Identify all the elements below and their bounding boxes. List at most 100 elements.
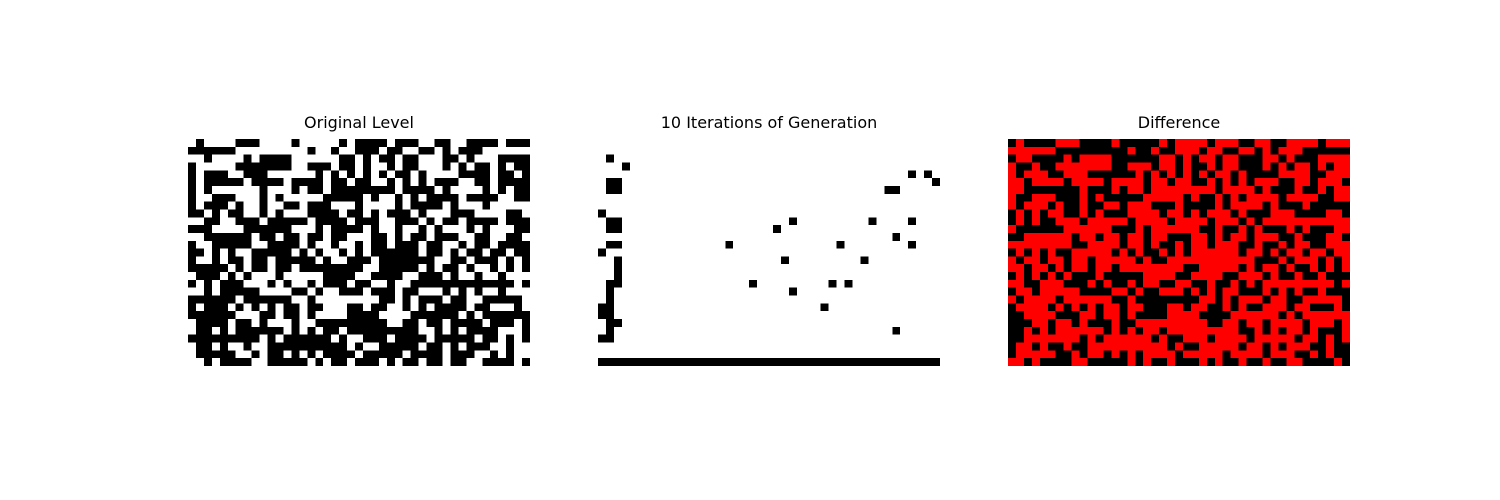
heatmap-cell	[299, 225, 308, 234]
heatmap-cell	[426, 217, 435, 226]
heatmap-cell	[227, 185, 237, 195]
heatmap-cell	[741, 342, 750, 351]
heatmap-cell	[701, 154, 710, 163]
heatmap-cell	[1111, 201, 1120, 210]
heatmap-cell	[693, 272, 702, 281]
heatmap-cell	[804, 146, 814, 156]
heatmap-cell	[900, 154, 909, 163]
heatmap-cell	[299, 240, 308, 249]
heatmap-cell	[1151, 170, 1160, 179]
heatmap-cell	[227, 178, 237, 187]
heatmap-cell	[1318, 358, 1327, 366]
heatmap-cell	[868, 139, 877, 148]
heatmap-cell	[291, 342, 300, 351]
heatmap-cell	[916, 279, 925, 289]
heatmap-cell	[458, 358, 467, 366]
heatmap-cell	[1318, 154, 1327, 163]
heatmap-cell	[1294, 319, 1303, 328]
heatmap-cell	[482, 139, 491, 148]
heatmap-cell	[1119, 248, 1128, 257]
heatmap-cell	[693, 248, 702, 257]
heatmap-cell	[1222, 240, 1232, 249]
heatmap-cell	[645, 185, 655, 195]
heatmap-cell	[1190, 319, 1200, 328]
heatmap-cell	[1254, 146, 1263, 156]
heatmap-cell	[1198, 139, 1208, 148]
heatmap-cell	[1230, 170, 1240, 179]
heatmap-cell	[362, 185, 372, 195]
heatmap-cell	[323, 334, 332, 343]
heatmap-cell	[892, 358, 901, 366]
heatmap-cell	[1254, 185, 1263, 195]
heatmap-cell	[188, 170, 197, 179]
heatmap-cell	[908, 225, 917, 234]
heatmap-cell	[251, 154, 260, 163]
heatmap-cell	[605, 209, 615, 218]
heatmap-cell	[211, 256, 221, 265]
heatmap-cell	[1182, 209, 1192, 218]
heatmap-cell	[876, 217, 885, 226]
heatmap-cell	[621, 185, 631, 195]
heatmap-cell	[482, 240, 491, 249]
heatmap-cell	[283, 217, 292, 226]
heatmap-cell	[677, 146, 686, 156]
heatmap-cell	[884, 279, 893, 289]
heatmap-cell	[1342, 350, 1350, 359]
heatmap-cell	[900, 139, 909, 148]
heatmap-cell	[323, 272, 332, 281]
heatmap-cell	[235, 342, 245, 351]
heatmap-cell	[203, 264, 213, 273]
heatmap-cell	[259, 225, 268, 234]
heatmap-cell	[1015, 311, 1025, 320]
heatmap-cell	[1095, 209, 1104, 218]
heatmap-cell	[331, 272, 340, 281]
heatmap-cell	[1262, 311, 1271, 320]
heatmap-cell	[1151, 178, 1160, 187]
heatmap-cell	[410, 193, 420, 202]
heatmap-cell	[916, 334, 925, 343]
heatmap-cell	[812, 326, 822, 336]
heatmap-cell	[490, 209, 499, 218]
heatmap-cell	[299, 139, 308, 148]
heatmap-cell	[1159, 334, 1168, 343]
heatmap-cell	[1198, 154, 1208, 163]
heatmap-cell	[362, 256, 372, 265]
heatmap-cell	[410, 256, 420, 265]
heatmap-cell	[1182, 350, 1192, 359]
heatmap-cell	[685, 319, 694, 328]
heatmap-cell	[1103, 232, 1112, 242]
heatmap-cell	[1151, 295, 1160, 304]
heatmap-cell	[315, 209, 324, 218]
heatmap-cell	[211, 279, 221, 289]
heatmap-cell	[1055, 256, 1065, 265]
heatmap-cell	[613, 358, 623, 366]
heatmap-cell	[717, 170, 726, 179]
heatmap-cell	[804, 303, 814, 312]
heatmap-cell	[709, 178, 718, 187]
heatmap-cell	[458, 162, 467, 171]
heatmap-cell	[1015, 193, 1025, 202]
heatmap-cell	[339, 326, 348, 336]
heatmap-cell	[490, 217, 499, 226]
heatmap-cell	[522, 256, 530, 265]
heatmap-cell	[434, 139, 443, 148]
heatmap-cell	[645, 326, 655, 336]
heatmap-cell	[1079, 279, 1088, 289]
heatmap-cell	[637, 209, 647, 218]
heatmap-cell	[1055, 326, 1065, 336]
heatmap-cell	[283, 201, 292, 210]
heatmap-cell	[932, 209, 940, 218]
heatmap-cell	[339, 209, 348, 218]
heatmap-cell	[243, 201, 252, 210]
heatmap-cell	[259, 209, 268, 218]
heatmap-cell	[637, 272, 647, 281]
heatmap-cell	[733, 264, 742, 273]
heatmap-cell	[482, 350, 491, 359]
heatmap-cell	[211, 185, 221, 195]
heatmap-cell	[725, 209, 734, 218]
heatmap-cell	[243, 279, 252, 289]
heatmap-cell	[1127, 201, 1136, 210]
heatmap-cell	[259, 240, 268, 249]
heatmap-cell	[1334, 311, 1343, 320]
heatmap-cell	[884, 358, 893, 366]
